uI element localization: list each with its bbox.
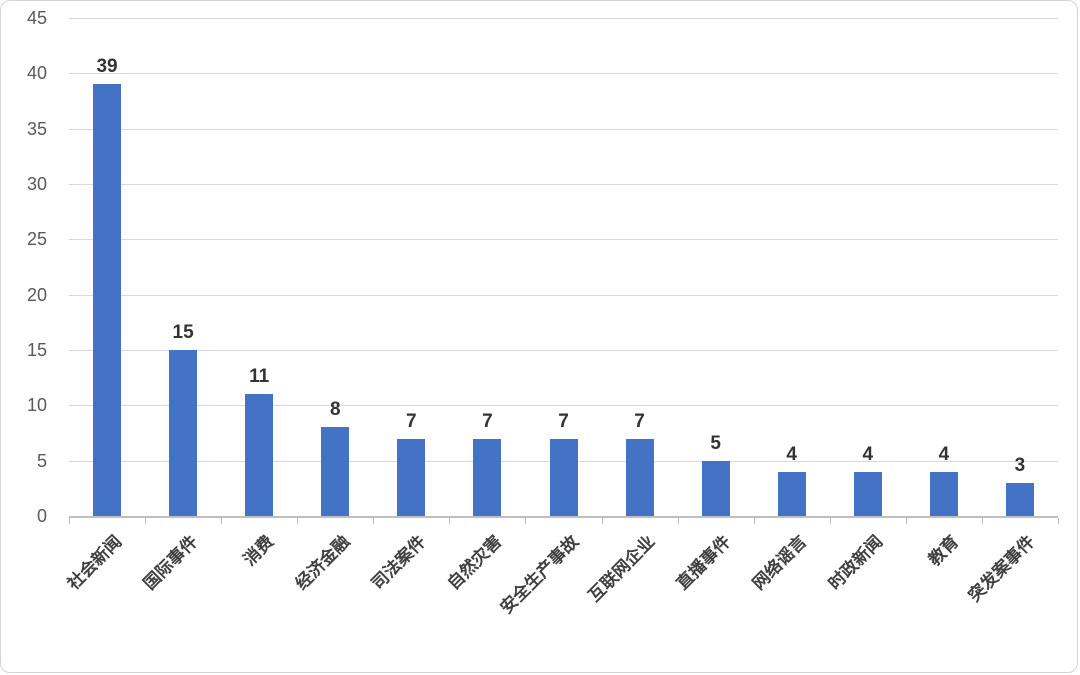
x-axis-tick — [1058, 518, 1059, 524]
bar-value-label: 15 — [172, 322, 194, 343]
bar — [929, 471, 958, 516]
y-axis-tick-label: 0 — [36, 506, 47, 526]
bar — [473, 438, 502, 516]
bar — [777, 471, 806, 516]
category-label: 社会新闻 — [63, 531, 126, 594]
bar-value-label: 3 — [1014, 454, 1026, 476]
bar — [245, 394, 274, 516]
y-axis-tick-label: 35 — [26, 118, 47, 139]
x-axis-tick — [145, 518, 147, 524]
bar — [169, 350, 198, 516]
gridline — [69, 405, 1058, 407]
gridline — [69, 184, 1058, 185]
x-axis-tick — [677, 518, 679, 524]
y-axis-tick-label: 5 — [36, 450, 47, 471]
bar-value-label: 7 — [482, 410, 493, 432]
gridline — [69, 350, 1058, 351]
gridline — [69, 294, 1058, 296]
bar — [1005, 482, 1034, 516]
bar — [853, 471, 882, 516]
x-axis-tick — [69, 518, 70, 524]
bar-value-label: 7 — [634, 410, 645, 432]
bar-value-label: 4 — [862, 443, 874, 465]
x-axis-tick — [905, 518, 907, 524]
y-axis-tick-label: 25 — [26, 229, 47, 250]
bar-value-label: 39 — [96, 56, 118, 78]
y-axis-tick-label: 30 — [26, 174, 47, 194]
bar-value-label: 8 — [329, 399, 341, 421]
bar — [549, 438, 578, 516]
y-axis-tick-label: 40 — [26, 63, 47, 84]
x-axis-tick — [297, 518, 299, 524]
x-axis-line — [69, 516, 1058, 518]
y-axis-tick-label: 15 — [26, 340, 47, 360]
bar — [701, 460, 730, 516]
gridline — [69, 18, 1058, 19]
gridline — [69, 128, 1058, 130]
bar-value-label: 4 — [938, 443, 950, 465]
bar — [321, 427, 350, 516]
bar — [93, 84, 122, 516]
bar-value-label: 11 — [249, 366, 270, 388]
gridline — [69, 239, 1058, 241]
x-axis-tick — [981, 518, 983, 524]
bar — [397, 438, 426, 516]
bar-value-label: 4 — [786, 443, 797, 465]
bar-value-label: 7 — [558, 410, 569, 432]
x-axis-tick — [753, 518, 755, 524]
bar-value-label: 7 — [406, 410, 417, 432]
bar-value-label: 5 — [710, 432, 721, 454]
x-axis-tick — [525, 518, 527, 524]
bar — [625, 438, 654, 516]
x-axis-tick — [221, 518, 223, 524]
y-axis-tick-label: 20 — [26, 284, 47, 305]
x-axis-tick — [373, 518, 375, 524]
y-axis-tick-label: 10 — [26, 395, 47, 416]
gridline — [69, 73, 1058, 75]
y-axis-tick-label: 45 — [26, 8, 47, 28]
x-axis-tick — [601, 518, 603, 524]
x-axis-tick — [829, 518, 831, 524]
x-axis-tick — [449, 518, 451, 524]
